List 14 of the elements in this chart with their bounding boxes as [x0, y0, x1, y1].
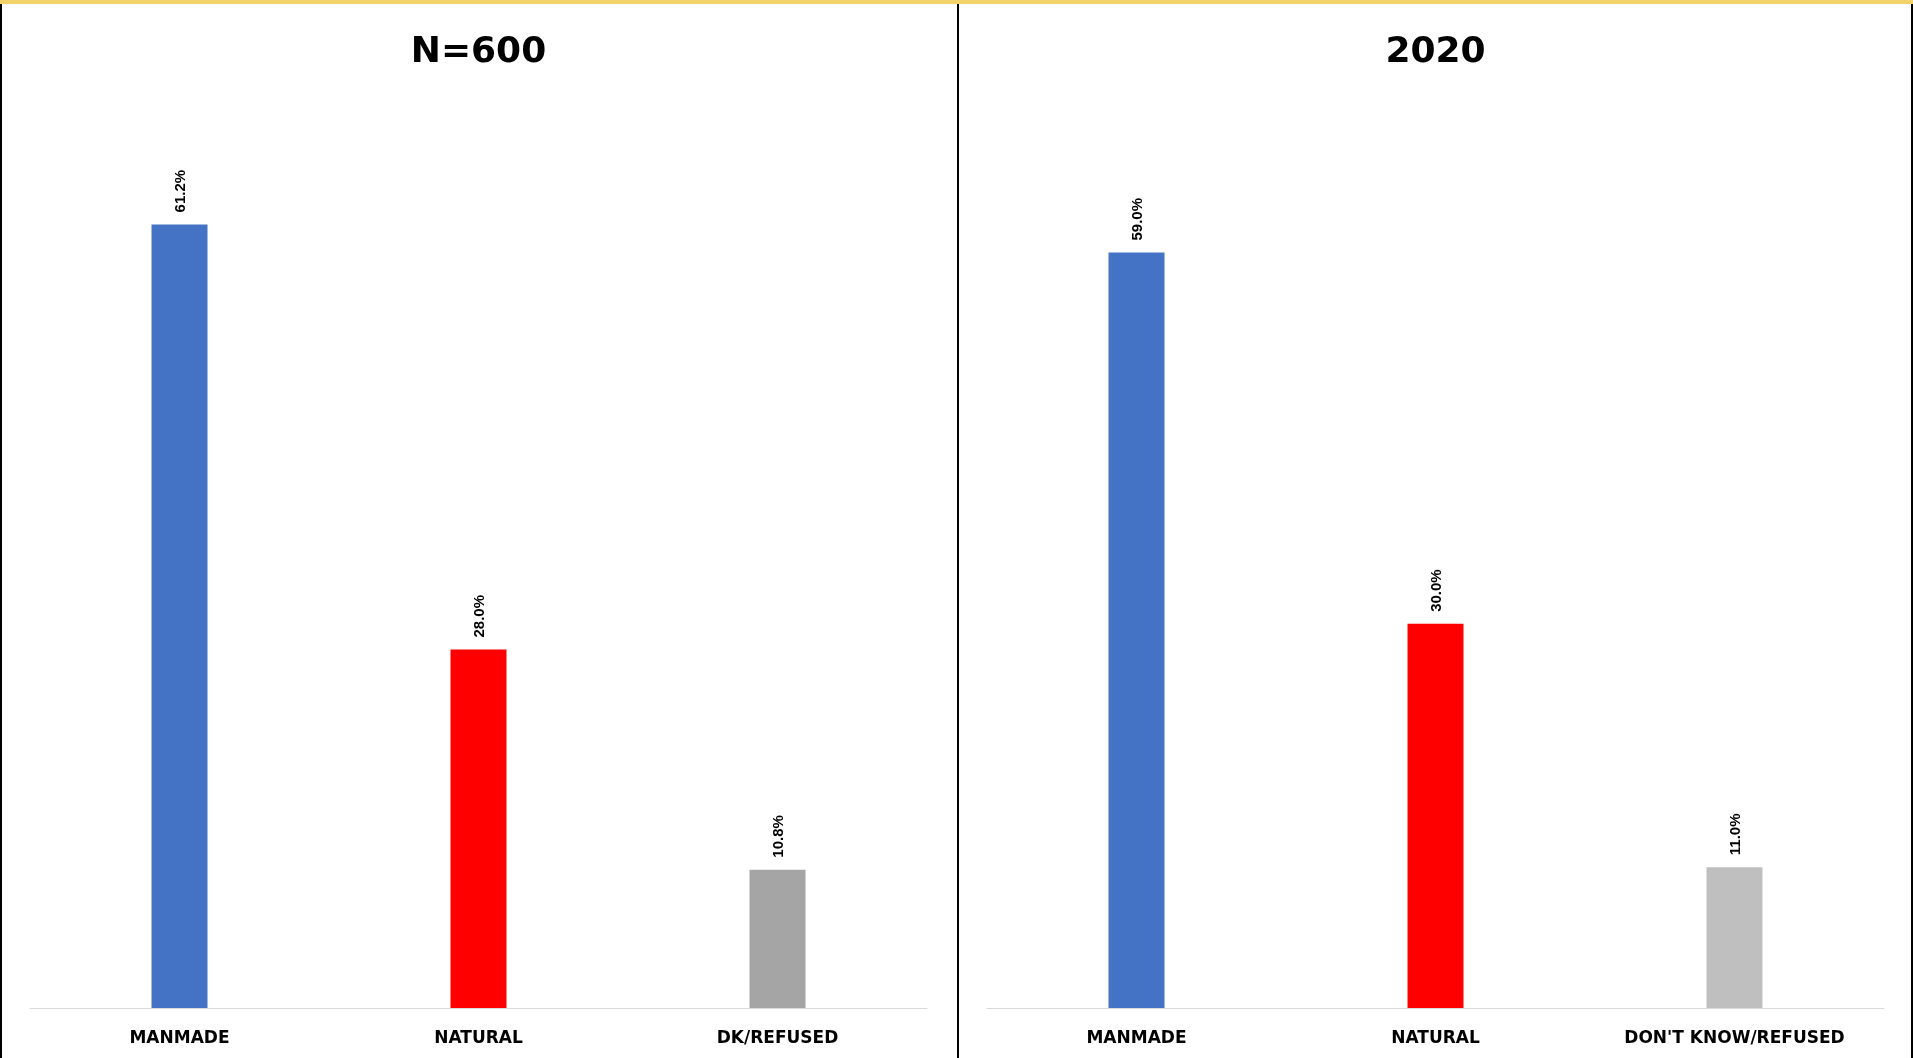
x-tick-label: DK/REFUSED — [716, 1026, 839, 1047]
data-label: 30.0% — [1426, 569, 1444, 612]
data-label: 28.0% — [470, 594, 487, 638]
data-label: 11.0% — [1725, 813, 1743, 856]
data-label: 61.2% — [171, 169, 188, 213]
x-tick-label: MANMADE — [1085, 1026, 1187, 1047]
x-tick-label: MANMADE — [129, 1026, 230, 1047]
x-tick-label: NATURAL — [1390, 1026, 1480, 1047]
data-label: 59.0% — [1127, 198, 1145, 241]
data-label: 10.8% — [769, 815, 786, 858]
x-tick-label: DON'T KNOW/REFUSED — [1623, 1026, 1845, 1047]
chart-title: N=600 — [410, 28, 547, 70]
chart-title: 2020 — [1384, 28, 1486, 70]
x-tick-label: NATURAL — [434, 1026, 523, 1047]
